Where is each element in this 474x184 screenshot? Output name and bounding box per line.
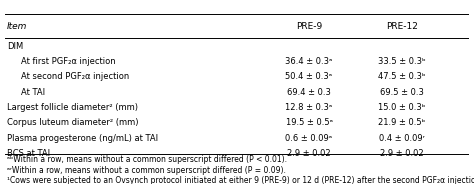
Text: 69.5 ± 0.3: 69.5 ± 0.3 <box>380 88 424 97</box>
Text: Largest follicle diameter² (mm): Largest follicle diameter² (mm) <box>7 103 138 112</box>
Text: ᵃᵇWithin a row, means without a common superscript differed (P < 0.01).: ᵃᵇWithin a row, means without a common s… <box>7 155 287 164</box>
Text: PRE-12: PRE-12 <box>386 22 418 31</box>
Text: 2.9 ± 0.02: 2.9 ± 0.02 <box>380 149 424 158</box>
Text: ¹Cows were subjected to an Ovsynch protocol initiated at either 9 (PRE-9) or 12 : ¹Cows were subjected to an Ovsynch proto… <box>7 176 474 184</box>
Text: 47.5 ± 0.3ᵇ: 47.5 ± 0.3ᵇ <box>378 72 426 82</box>
Text: 12.8 ± 0.3ᵃ: 12.8 ± 0.3ᵃ <box>285 103 333 112</box>
Text: Plasma progesterone (ng/mL) at TAI: Plasma progesterone (ng/mL) at TAI <box>7 134 158 143</box>
Text: At first PGF₂α injection: At first PGF₂α injection <box>21 57 116 66</box>
Text: PRE-9: PRE-9 <box>296 22 322 31</box>
Text: 21.9 ± 0.5ᵇ: 21.9 ± 0.5ᵇ <box>378 118 426 128</box>
Text: 15.0 ± 0.3ᵇ: 15.0 ± 0.3ᵇ <box>378 103 426 112</box>
Text: Item: Item <box>7 22 27 31</box>
Text: 50.4 ± 0.3ᵃ: 50.4 ± 0.3ᵃ <box>285 72 333 82</box>
Text: 0.4 ± 0.09ʳ: 0.4 ± 0.09ʳ <box>379 134 425 143</box>
Text: 36.4 ± 0.3ᵃ: 36.4 ± 0.3ᵃ <box>285 57 333 66</box>
Text: BCS at TAI: BCS at TAI <box>7 149 50 158</box>
Text: Corpus luteum diameter² (mm): Corpus luteum diameter² (mm) <box>7 118 138 128</box>
Text: 0.6 ± 0.09ᵃ: 0.6 ± 0.09ᵃ <box>285 134 333 143</box>
Text: 69.4 ± 0.3: 69.4 ± 0.3 <box>287 88 331 97</box>
Text: 2.9 ± 0.02: 2.9 ± 0.02 <box>287 149 331 158</box>
Text: 33.5 ± 0.3ᵇ: 33.5 ± 0.3ᵇ <box>378 57 426 66</box>
Text: At second PGF₂α injection: At second PGF₂α injection <box>21 72 129 82</box>
Text: DIM: DIM <box>7 42 23 51</box>
Text: ᵃʳWithin a row, means without a common superscript differed (P = 0.09).: ᵃʳWithin a row, means without a common s… <box>7 166 286 175</box>
Text: 19.5 ± 0.5ᵃ: 19.5 ± 0.5ᵃ <box>285 118 332 128</box>
Text: At TAI: At TAI <box>21 88 45 97</box>
